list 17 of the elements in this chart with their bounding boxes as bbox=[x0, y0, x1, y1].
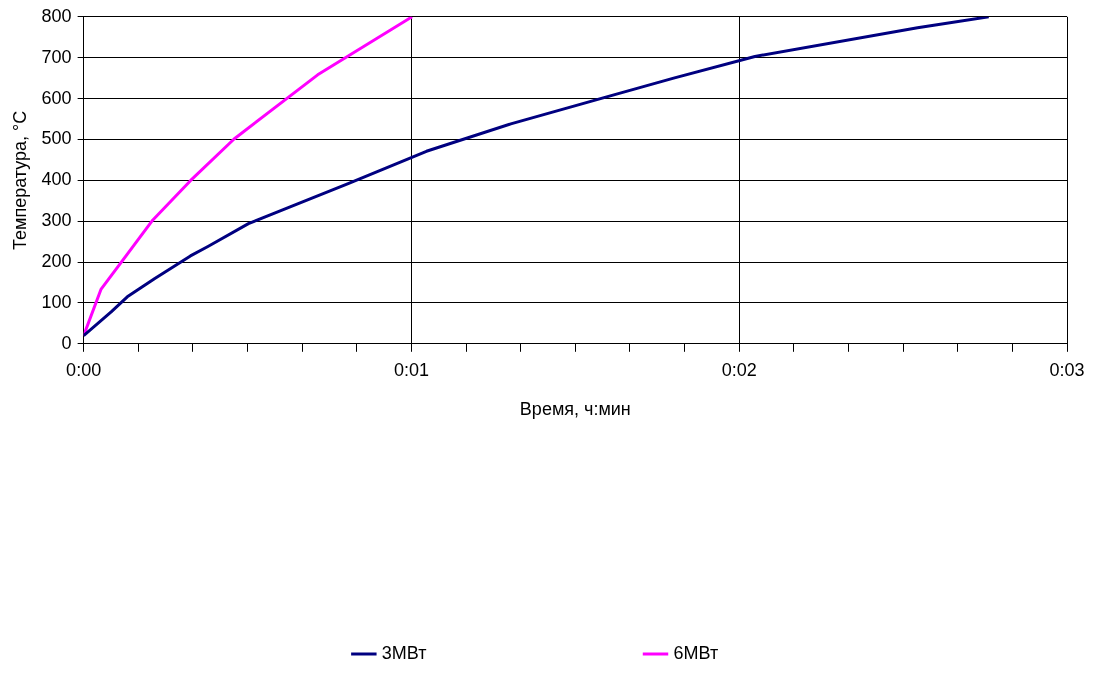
y-tick-label: 0 bbox=[61, 332, 72, 353]
y-axis-title: Температура, °C bbox=[9, 110, 30, 250]
x-tick-label: 0:03 bbox=[1049, 359, 1085, 380]
x-tick-label: 0:02 bbox=[721, 359, 757, 380]
legend-label: 6МВт bbox=[673, 642, 719, 663]
x-tick-label: 0:00 bbox=[66, 359, 102, 380]
legend-label: 3МВт bbox=[381, 642, 427, 663]
y-tick-label: 800 bbox=[41, 5, 72, 26]
y-tick-label: 700 bbox=[41, 46, 72, 67]
y-tick-label: 400 bbox=[41, 169, 72, 190]
y-tick-label: 500 bbox=[41, 128, 72, 149]
y-tick-label: 600 bbox=[41, 87, 72, 108]
x-tick-label: 0:01 bbox=[393, 359, 429, 380]
y-tick-label: 200 bbox=[41, 251, 72, 272]
x-axis-title: Время, ч:мин bbox=[519, 399, 631, 420]
y-tick-label: 300 bbox=[41, 210, 72, 231]
y-tick-label: 100 bbox=[41, 291, 72, 312]
